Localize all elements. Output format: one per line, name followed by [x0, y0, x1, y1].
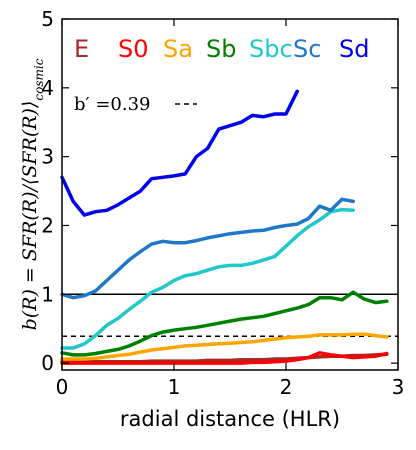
x-tick-label-0: 0: [56, 375, 69, 399]
legend-entry-e: E: [74, 35, 89, 63]
y-tick-label-2: 2: [41, 213, 54, 237]
legend-entry-s0: S0: [118, 35, 149, 63]
x-axis-label: radial distance (HLR): [120, 407, 340, 431]
legend-entry-sb: Sb: [206, 35, 236, 63]
y-axis-label-subscript: cosmic: [32, 58, 46, 100]
y-tick-label-0: 0: [41, 351, 54, 375]
x-tick-label-1: 1: [168, 375, 181, 399]
series-line-sbc: [60, 207, 355, 350]
y-axis-label: b(R) = SFR(R)/⟨SFR(R)⟩cosmic: [19, 58, 46, 330]
legend-entry-sd: Sd: [339, 35, 369, 63]
series-line-sc: [60, 197, 355, 300]
series-line-sb: [60, 290, 389, 357]
plot-frame: [61, 18, 399, 371]
x-tick-label-2: 2: [280, 375, 293, 399]
legend-entry-sc: Sc: [293, 35, 321, 63]
y-tick-label-1: 1: [41, 282, 54, 306]
annotation-text: b′ =0.39: [74, 94, 151, 115]
x-tick-label-3: 3: [392, 375, 405, 399]
ticks: [61, 18, 399, 370]
series-lines: [60, 89, 389, 365]
y-tick-label-3: 3: [41, 145, 54, 169]
legend-entry-sbc: Sbc: [249, 35, 293, 63]
series-line-sd: [60, 89, 299, 217]
legend-entry-sa: Sa: [163, 35, 193, 63]
y-tick-label-4: 4: [41, 76, 54, 100]
legend: E S0 Sa Sb Sbc Sc Sd: [74, 35, 369, 63]
tick-labels: 0 1 2 3 0 1 2 3 4 5: [41, 7, 404, 399]
y-axis-label-group: b(R) = SFR(R)/⟨SFR(R)⟩cosmic: [19, 58, 46, 330]
series-line-sa: [60, 332, 389, 361]
y-tick-label-5: 5: [41, 7, 54, 31]
y-axis-label-main: b(R) = SFR(R)/⟨SFR(R)⟩: [19, 101, 41, 331]
series-line-s0: [60, 351, 389, 365]
